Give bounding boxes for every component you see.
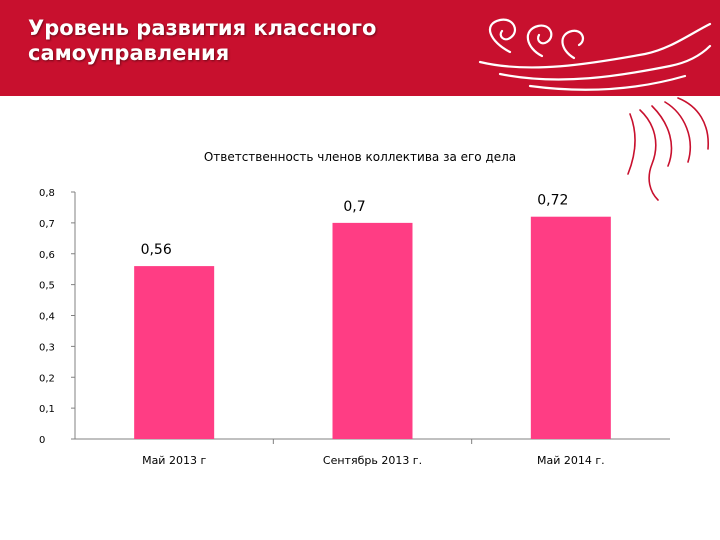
y-tick-label: 0,3 [39,342,55,353]
y-tick-label: 0,5 [39,281,55,292]
bars [134,216,611,439]
y-tick-label: 0 [39,435,45,446]
y-tick-labels: 0 0,1 0,2 0,3 0,4 0,5 0,6 0,7 0,8 [39,188,75,446]
flourish-ornament-icon [478,18,712,201]
data-label: 0,7 [343,199,365,215]
bar [134,266,215,439]
y-tick-label: 0,8 [39,188,55,199]
category-label: Май 2014 г. [537,454,605,467]
bar [530,216,611,439]
y-tick-label: 0,4 [39,312,55,323]
bar [332,222,413,439]
data-labels: 0,56 0,7 0,72 [141,193,569,258]
slide-title: Уровень развития классного самоуправлени… [28,16,377,65]
y-tick-label: 0,2 [39,373,55,384]
y-tick-label: 0,6 [39,250,55,261]
category-label: Сентябрь 2013 г. [323,454,422,467]
title-banner: Уровень развития классного самоуправлени… [0,0,720,201]
category-labels: Май 2013 г Сентябрь 2013 г. Май 2014 г. [142,439,605,467]
category-label: Май 2013 г [142,454,206,467]
data-label: 0,72 [537,193,568,209]
data-label: 0,56 [141,242,172,258]
chart-title: Ответственность членов коллектива за его… [204,150,516,164]
y-tick-label: 0,7 [39,219,55,230]
y-tick-label: 0,1 [39,404,55,415]
